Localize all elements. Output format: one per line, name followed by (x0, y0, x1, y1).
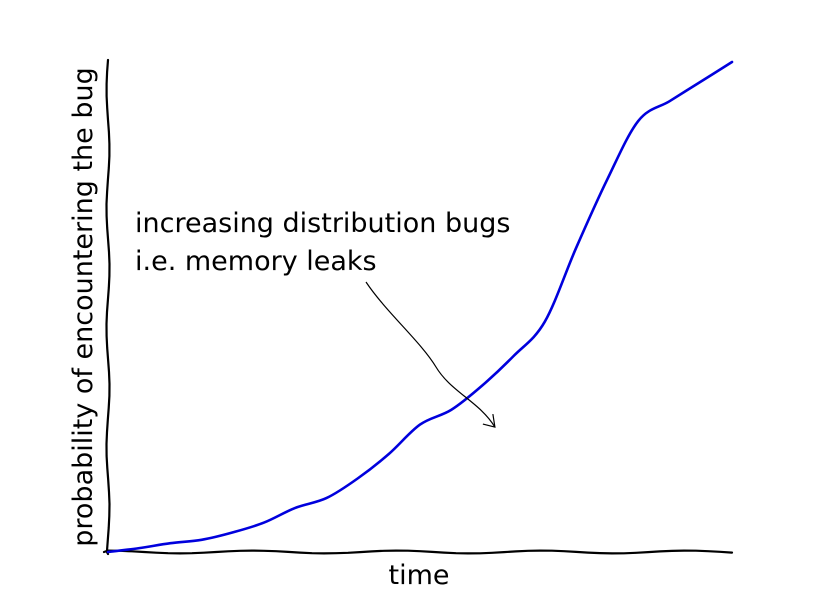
annotation-layer: increasing distribution bugs i.e. memory… (135, 208, 510, 428)
series-line-0 (106, 60, 734, 554)
annotation-arrowhead (482, 413, 496, 428)
x-axis-line (102, 549, 734, 555)
axes (102, 58, 734, 556)
annotation-line-1: increasing distribution bugs (135, 208, 510, 239)
x-axis-label: time (388, 560, 449, 591)
annotation-line-2: i.e. memory leaks (135, 246, 377, 277)
series-layer (106, 60, 734, 554)
y-axis-label: probability of encountering the bug (68, 67, 99, 546)
annotation-arrow (365, 281, 496, 428)
y-axis-line (105, 58, 111, 556)
